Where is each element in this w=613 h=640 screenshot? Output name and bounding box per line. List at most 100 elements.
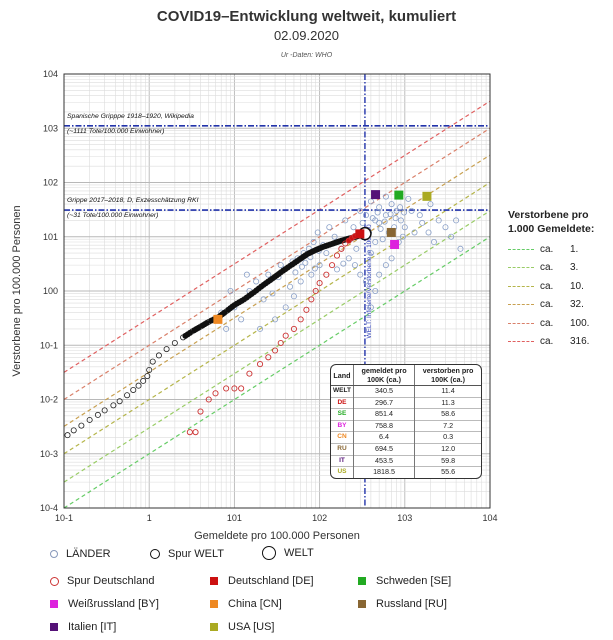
cfr-legend-value: 10. [570, 280, 584, 292]
laender-point [257, 325, 264, 332]
cfr-legend-value: 1. [570, 243, 579, 255]
cfr-legend-prefix: ca. [540, 299, 554, 311]
laender-point [397, 217, 404, 224]
laender-point [260, 296, 267, 303]
legend-it-label: Italien [IT] [68, 621, 117, 633]
cfr-line [64, 210, 490, 483]
spur-deutschland-point [297, 316, 304, 323]
laender-point [292, 269, 299, 276]
laender-point [333, 266, 340, 273]
spur-deutschland-point [186, 429, 193, 436]
laender-point [310, 239, 317, 246]
spur-welt-point-dense [186, 329, 193, 336]
laender-point [326, 224, 333, 231]
spur-welt-point-dense [221, 309, 228, 316]
legend-country-ru: Russland [RU] [358, 598, 447, 610]
table-cell-land: RU [331, 442, 354, 456]
spur-deutschland-point [272, 347, 279, 354]
laender-point [359, 219, 366, 226]
cfr-legend-value: 3. [570, 262, 579, 274]
cfr-legend-dash [508, 322, 534, 324]
cfr-line [64, 100, 490, 373]
legend-spur-welt: Spur WELT [150, 548, 224, 560]
laender-point [367, 198, 374, 205]
legend-spur-deutschland: Spur Deutschland [50, 575, 154, 587]
laender-point [302, 259, 309, 266]
laender-point [401, 209, 408, 216]
laender-point [393, 207, 400, 214]
laender-point [357, 207, 364, 214]
laender-point [311, 265, 318, 272]
cfr-legend-dash [508, 341, 534, 343]
spur-welt-point-dense [248, 291, 255, 298]
laender-point [340, 260, 347, 267]
spur-welt-point [163, 346, 170, 353]
laender-point [425, 229, 432, 236]
spur-deutschland-point [246, 370, 253, 377]
spur-welt-point-dense [294, 258, 301, 265]
spur-deutschland-point [329, 262, 336, 269]
cfr-lines [64, 100, 490, 508]
laender-point [223, 325, 230, 332]
cfr-legend: Verstorbene pro 1.000 Gemeldete: ca. 1. ca… [508, 208, 613, 351]
spur-welt-point [124, 392, 131, 399]
laender-point [376, 271, 383, 278]
laender-point [448, 233, 455, 240]
laender-point [342, 217, 349, 224]
laender-point [397, 204, 404, 211]
laender-point [382, 262, 389, 269]
legend-spur-welt-marker [150, 549, 160, 559]
laender-point [265, 271, 272, 278]
x-tick-label: 102 [312, 513, 327, 523]
plot-frame [63, 73, 491, 509]
cfr-legend-dash [508, 285, 534, 287]
spur-deutschland-point [277, 339, 284, 347]
laender-point [377, 225, 384, 232]
country-marker-ru [386, 227, 396, 237]
spur-deutschland-point [323, 271, 330, 278]
table-header-land: Land [331, 365, 354, 386]
spur-welt-point [140, 377, 147, 384]
laender-point [435, 217, 442, 224]
spur-welt-point [130, 386, 137, 393]
cfr-legend-dash [508, 248, 534, 250]
table-row: CN 6.4 0.3 [331, 431, 481, 444]
spur-deutschland-point [316, 280, 323, 287]
chart-source: Ur -Daten: WHO [280, 52, 333, 59]
table-row: IT 453.5 59.8 [331, 454, 481, 467]
spur-deutschland-point [265, 354, 272, 361]
laender-point [392, 215, 399, 222]
spur-welt-point-dense [275, 270, 282, 277]
x-tick-label: 1 [147, 513, 152, 523]
spur-deutschland-point [290, 325, 298, 332]
reference-line-sublabel: (~1111 Tote/100.000 Einwohner) [67, 128, 164, 135]
legend-country-it: Italien [IT] [50, 621, 116, 633]
spur-deutschland-point [205, 396, 212, 403]
table-cell-verstorben: 12.0 [414, 442, 481, 456]
table-cell-gemeldet: 694.5 [353, 442, 416, 456]
laender-point [269, 290, 276, 297]
laender-point [405, 195, 412, 202]
laender-point [416, 212, 423, 219]
reference-line-sublabel: (~31 Tote/100.000 Einwohner) [67, 212, 158, 219]
laender-point [227, 287, 234, 294]
spur-deutschland-point [223, 385, 230, 392]
y-tick-label: 102 [43, 178, 58, 188]
laender-point [372, 239, 379, 246]
laender-point [357, 271, 364, 278]
spur-deutschland-point [282, 332, 289, 339]
legend-welt-label: WELT [284, 547, 314, 559]
y-tick-label: 100 [43, 286, 58, 296]
legend-welt: WELT [262, 546, 314, 560]
laender-point [362, 278, 369, 285]
laender-point [314, 229, 321, 236]
spur-welt-point [86, 416, 93, 423]
country-marker-cn [213, 314, 223, 324]
spur-welt-point [171, 340, 178, 347]
legend-ru-marker [358, 600, 366, 608]
cfr-legend-row: ca. 3. [508, 259, 613, 278]
cfr-legend-row: ca. 316. [508, 333, 613, 352]
table-cell-gemeldet: 453.5 [353, 454, 416, 467]
x-tick-label: 101 [227, 513, 242, 523]
laender-point [350, 224, 357, 231]
